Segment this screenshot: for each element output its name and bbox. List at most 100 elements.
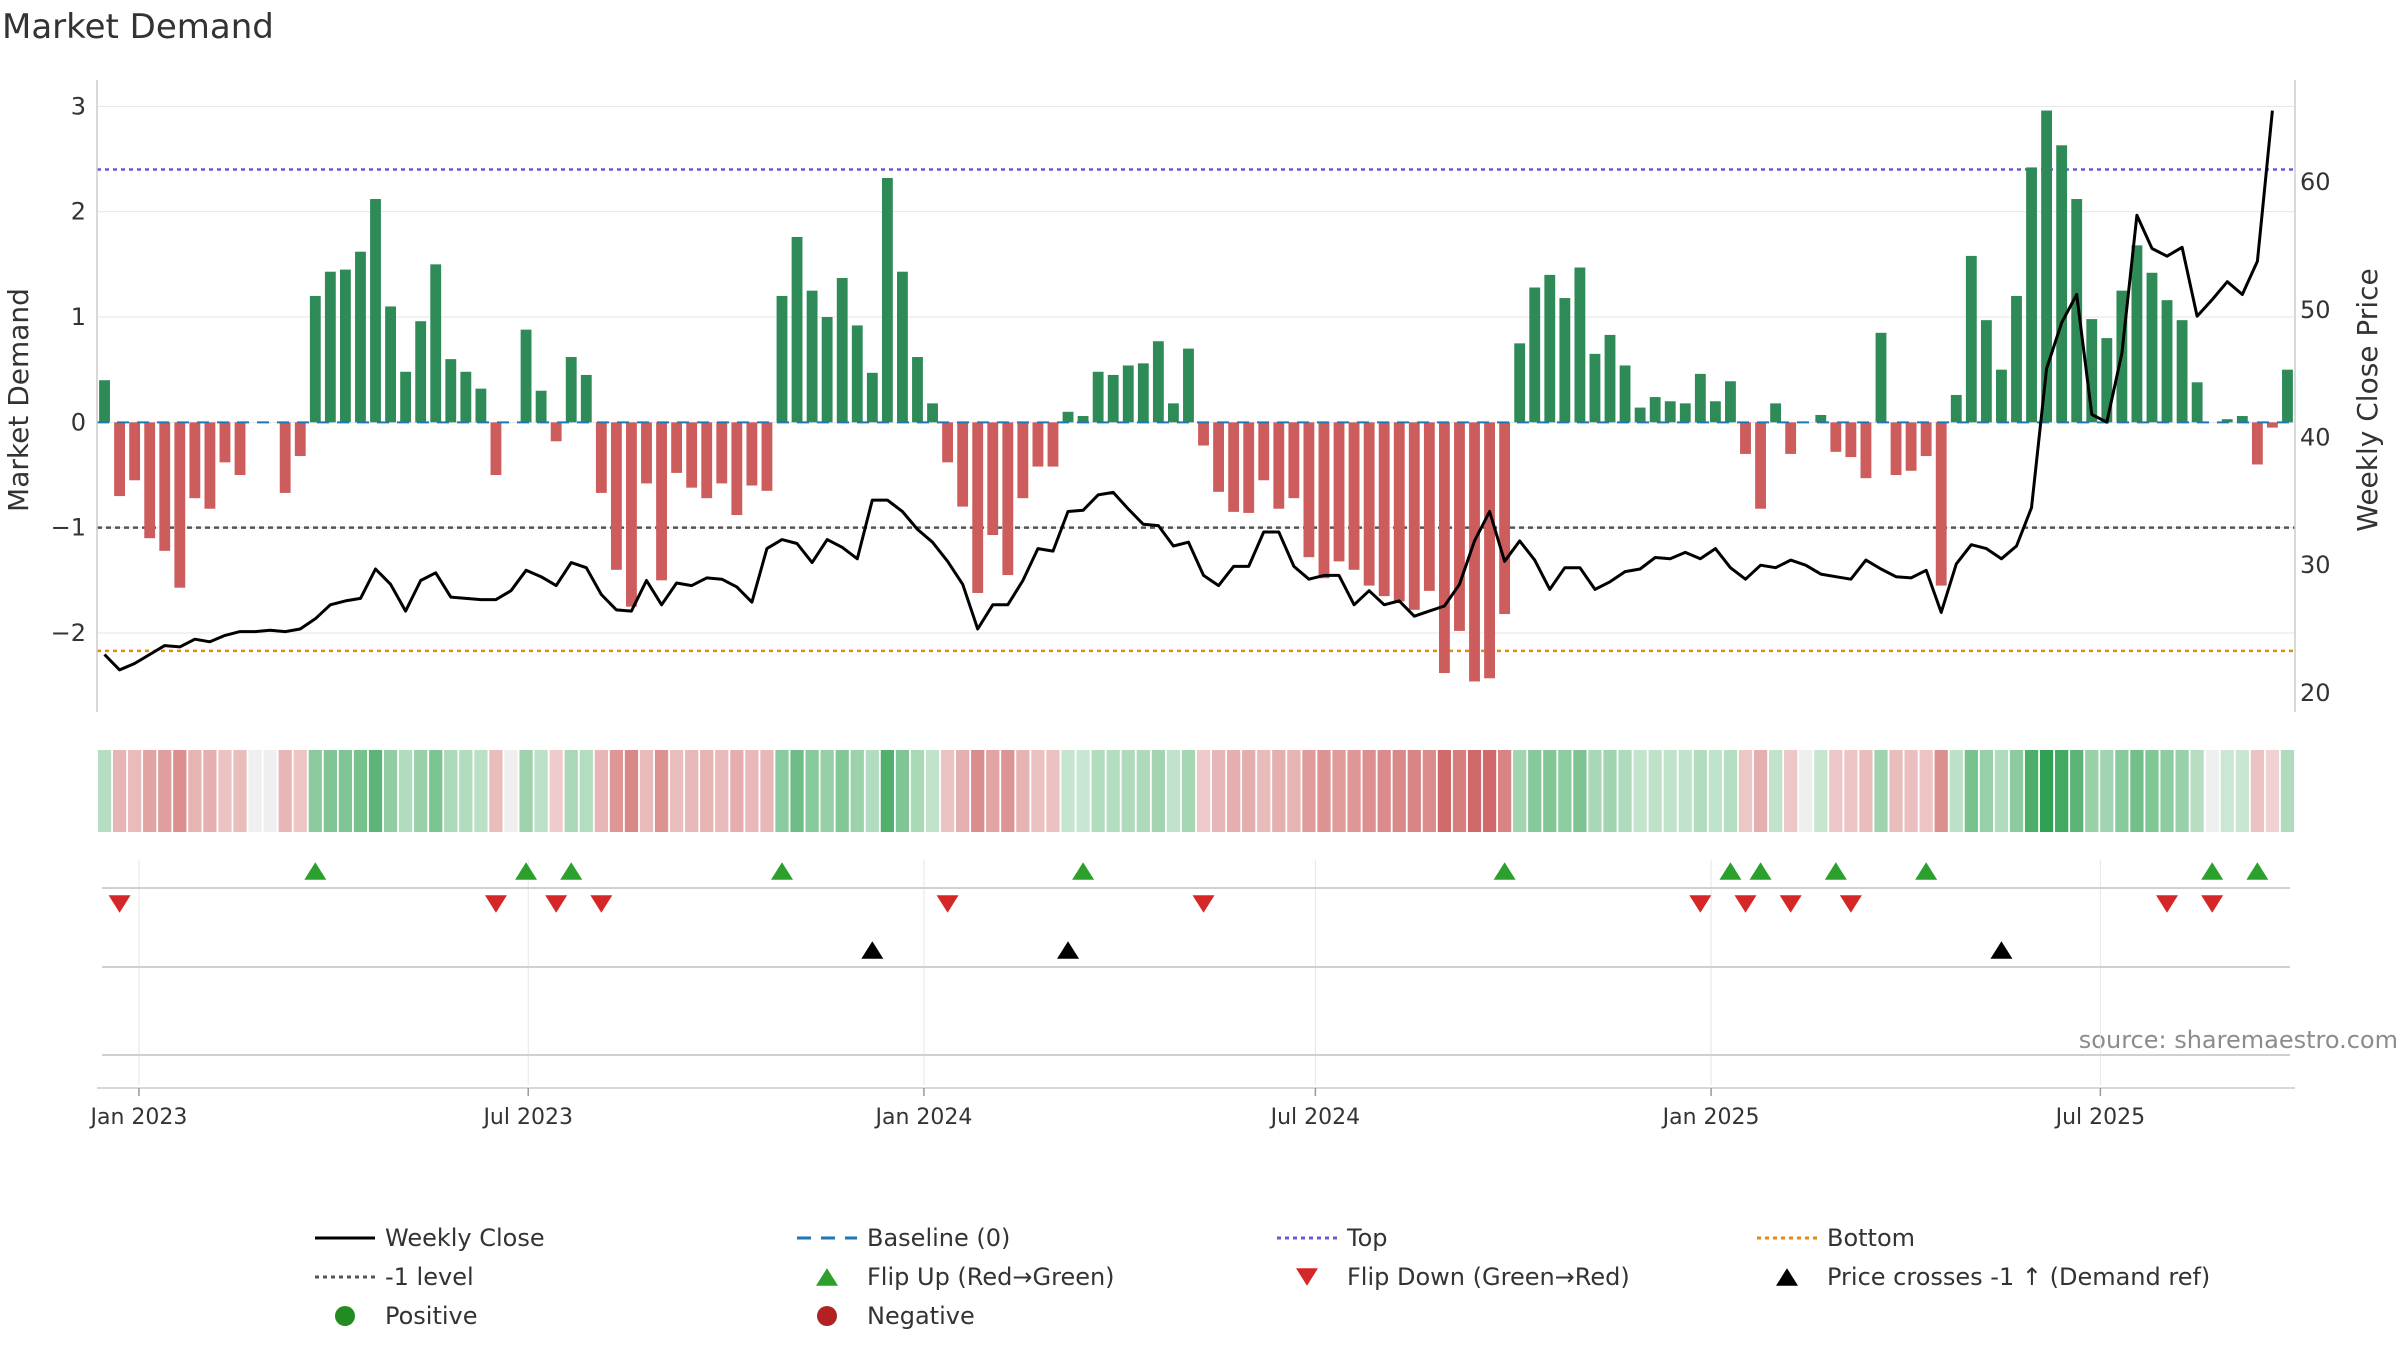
flip-down-marker bbox=[545, 895, 568, 913]
demand-bar bbox=[610, 422, 622, 570]
heat-cell bbox=[2009, 750, 2024, 832]
demand-bar bbox=[1755, 422, 1766, 509]
demand-bar bbox=[1679, 403, 1691, 423]
demand-bars bbox=[99, 110, 2293, 682]
demand-bar bbox=[129, 422, 141, 481]
signal-markers bbox=[102, 862, 2290, 1056]
flip-up-marker bbox=[2201, 862, 2224, 880]
heat-cell bbox=[203, 750, 217, 832]
x-tick-label: Jul 2023 bbox=[481, 1105, 573, 1130]
demand-bar bbox=[1619, 365, 1631, 423]
demand-bar bbox=[1393, 422, 1405, 602]
heat-cell bbox=[579, 750, 593, 832]
legend-swatch bbox=[817, 1306, 837, 1326]
demand-bar bbox=[2191, 382, 2203, 423]
demand-bar bbox=[1920, 422, 1932, 457]
demand-bar bbox=[2071, 199, 2083, 423]
demand-bar bbox=[686, 422, 698, 488]
demand-bar bbox=[1469, 422, 1480, 682]
demand-bar bbox=[339, 269, 351, 423]
demand-bar bbox=[1423, 422, 1435, 591]
demand-bar bbox=[1709, 401, 1721, 423]
heat-cell bbox=[1061, 750, 1075, 832]
legend-swatch bbox=[1296, 1268, 1318, 1286]
heat-cell bbox=[2024, 750, 2039, 832]
heat-cell bbox=[1844, 750, 1858, 832]
heat-cell bbox=[1181, 750, 1196, 832]
demand-bar bbox=[2026, 167, 2037, 423]
x-tick-label: Jan 2024 bbox=[873, 1105, 972, 1130]
heat-cell bbox=[1437, 750, 1452, 832]
demand-bar bbox=[1408, 422, 1420, 610]
legend-swatch bbox=[1776, 1268, 1798, 1286]
demand-bar bbox=[881, 177, 893, 423]
heat-cell bbox=[700, 750, 714, 832]
heat-cell bbox=[383, 750, 398, 832]
heat-cell bbox=[398, 750, 413, 832]
heat-cell bbox=[414, 750, 428, 832]
heat-cell bbox=[1392, 750, 1406, 832]
heat-cell bbox=[1799, 750, 1813, 832]
demand-bar bbox=[1604, 334, 1616, 423]
heat-cell bbox=[1076, 750, 1090, 832]
heat-cell bbox=[504, 750, 518, 832]
demand-bar bbox=[1664, 401, 1676, 423]
heat-cell bbox=[639, 750, 654, 832]
y-tick-label: 3 bbox=[71, 92, 86, 120]
legend-label: -1 level bbox=[385, 1263, 474, 1291]
price-cross-marker bbox=[1990, 941, 2013, 959]
flip-up-marker bbox=[560, 862, 583, 880]
demand-bar bbox=[1378, 422, 1390, 597]
demand-bar bbox=[1890, 422, 1902, 475]
heat-cell bbox=[1091, 750, 1105, 832]
demand-bar bbox=[520, 329, 532, 423]
heat-cell bbox=[188, 750, 202, 832]
heat-cell bbox=[1708, 750, 1723, 832]
y2-tick-label: 20 bbox=[2300, 679, 2331, 707]
x-tick-label: Jan 2023 bbox=[88, 1105, 187, 1130]
flip-down-marker bbox=[1192, 895, 1215, 913]
heat-cell bbox=[1016, 750, 1030, 832]
heat-cell bbox=[1648, 750, 1662, 832]
heat-cell bbox=[1693, 750, 1707, 832]
flip-up-marker bbox=[1719, 862, 1742, 880]
heat-cell bbox=[474, 750, 488, 832]
heat-cell bbox=[1753, 750, 1768, 832]
heat-cell bbox=[519, 750, 533, 832]
legend-label: Top bbox=[1346, 1224, 1388, 1252]
demand-bar bbox=[1258, 422, 1270, 481]
heat-cell bbox=[2160, 750, 2174, 832]
grid-lines bbox=[97, 105, 2295, 1085]
heat-cell bbox=[1211, 750, 1226, 832]
heat-cell bbox=[2235, 750, 2249, 832]
heat-cell bbox=[2205, 750, 2219, 832]
heat-cell bbox=[1829, 750, 1843, 832]
demand-bar bbox=[1574, 267, 1586, 423]
demand-bar bbox=[1077, 416, 1089, 423]
demand-bar bbox=[821, 317, 833, 423]
demand-bar bbox=[445, 359, 457, 423]
demand-bar bbox=[2086, 319, 2098, 423]
heat-cell bbox=[308, 750, 322, 832]
heat-cell bbox=[715, 750, 729, 832]
demand-bar bbox=[1017, 422, 1029, 499]
flip-up-marker bbox=[1824, 862, 1847, 880]
heat-cell bbox=[1768, 750, 1783, 832]
demand-bar bbox=[309, 295, 321, 423]
demand-bar bbox=[1830, 422, 1842, 452]
demand-bar bbox=[580, 374, 592, 423]
demand-bar bbox=[2236, 416, 2248, 423]
demand-bar bbox=[2221, 419, 2233, 423]
heat-cell bbox=[2085, 750, 2099, 832]
heat-cell bbox=[1046, 750, 1060, 832]
demand-bar bbox=[355, 251, 366, 423]
y2-tick-label: 40 bbox=[2300, 423, 2331, 451]
heat-cell bbox=[940, 750, 955, 832]
demand-bar bbox=[1198, 422, 1209, 446]
demand-bar bbox=[565, 357, 577, 423]
demand-bar bbox=[791, 236, 803, 423]
demand-bar bbox=[716, 422, 728, 484]
heat-cell bbox=[1377, 750, 1391, 832]
legend-label: Negative bbox=[867, 1302, 975, 1330]
